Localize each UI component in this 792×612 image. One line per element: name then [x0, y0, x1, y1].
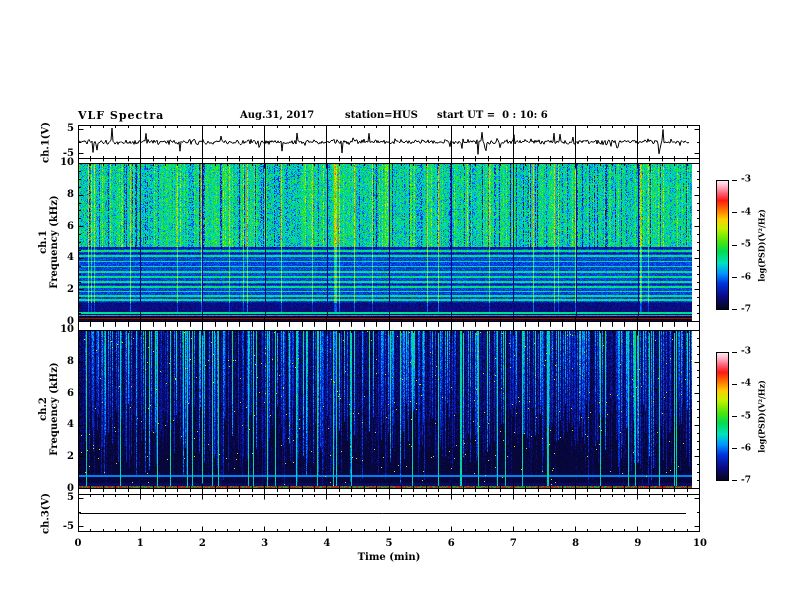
colorbar2-tick-label: -4 [741, 378, 751, 389]
tick-strip [78, 322, 700, 330]
x-tick-label: 10 [693, 538, 707, 549]
x-tick-label: 3 [261, 538, 269, 549]
p3-y-tick-label: 2 [67, 451, 74, 463]
colorbar2-tick-label: -7 [741, 475, 751, 486]
p2-y-tick-label: 0 [67, 316, 74, 327]
colorbar1-tick-label: -7 [741, 304, 751, 315]
tick-strip [78, 489, 700, 494]
tick-strip [78, 159, 700, 163]
x-tick-label: 4 [323, 538, 331, 549]
p3-y-tick-label: 10 [60, 324, 74, 335]
p3-y-tick-label: 6 [67, 387, 74, 399]
p2-y-tick-label: 2 [67, 284, 74, 296]
colorbar1-tick-label: -5 [741, 239, 751, 250]
x-tick-label: 2 [198, 538, 206, 549]
page-title: VLF Spectra [78, 109, 165, 122]
ch2-spectrogram-panel [78, 330, 700, 489]
colorbar-ch2 [716, 352, 742, 481]
colorbar2-tick-label: -6 [741, 443, 751, 454]
p1-y-tick-label: 5 [67, 123, 74, 134]
x-tick-label: 7 [509, 538, 517, 549]
time-axis-label: Time (min) [357, 552, 421, 563]
colorbar-ch1 [716, 180, 742, 310]
p2-y-tick-label: 4 [67, 252, 74, 264]
p2-y-tick-label: 6 [67, 220, 74, 232]
p1-y-tick-label: -5 [62, 148, 74, 159]
p4-y-tick-label: 5 [67, 492, 74, 503]
x-tick-label: 8 [572, 538, 580, 549]
x-tick-label: 0 [74, 538, 82, 549]
p2-y-tick-label: 10 [60, 157, 74, 168]
ch1-spectrogram-panel [78, 163, 700, 322]
colorbar1-tick-label: -3 [741, 174, 751, 185]
ch3-waveform-panel [78, 494, 700, 532]
p3-y-tick-label: 0 [67, 483, 74, 494]
p3-y-tick-label: 8 [67, 355, 74, 367]
ch1-waveform-panel [78, 125, 700, 159]
colorbar1-tick-label: -6 [741, 272, 751, 282]
start-ut-label: start UT = 0 : 10: 6 [437, 110, 548, 121]
colorbar1-tick-label: -4 [741, 207, 751, 217]
x-tick-label: 9 [634, 538, 642, 549]
p3-y-tick-label: 4 [67, 419, 74, 431]
x-tick-label: 5 [385, 538, 393, 549]
x-tick-label: 6 [447, 538, 455, 549]
station-label: station=HUS [345, 110, 418, 121]
colorbar2-tick-label: -5 [741, 411, 751, 421]
p2-y-tick-label: 8 [67, 188, 74, 200]
p4-y-tick-label: -5 [62, 521, 74, 532]
date-label: Aug.31, 2017 [240, 110, 315, 121]
x-tick-label: 1 [136, 538, 144, 549]
colorbar2-tick-label: -3 [741, 346, 751, 357]
